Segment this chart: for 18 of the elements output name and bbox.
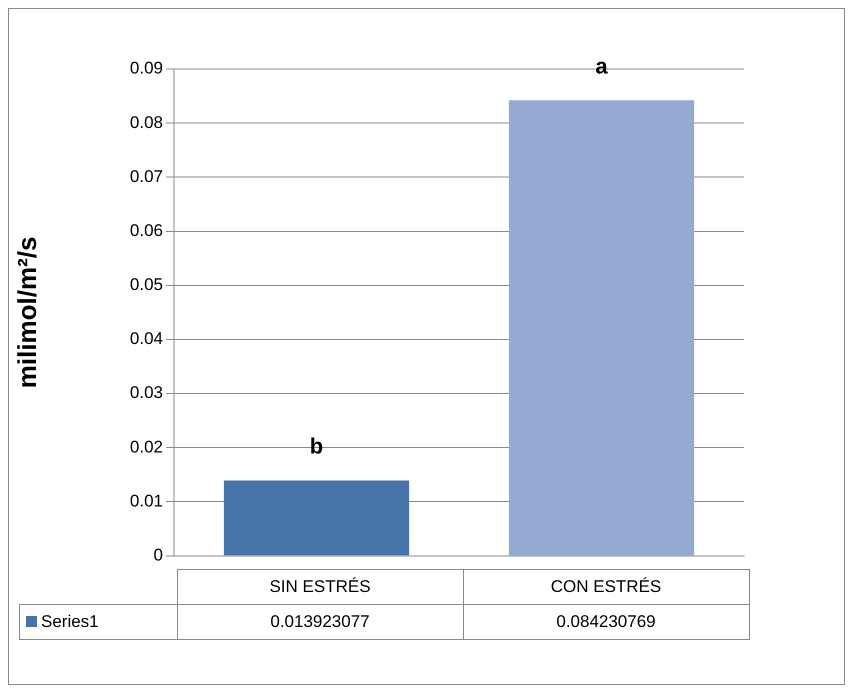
x-tick-label: SIN ESTRÉS bbox=[177, 570, 463, 604]
data-label: 0.013923077 bbox=[177, 604, 463, 640]
y-tick-label: 0.04 bbox=[130, 329, 163, 348]
y-tick-label: 0 bbox=[154, 545, 163, 564]
y-tick-label: 0.09 bbox=[130, 58, 163, 78]
y-axis-title: milimol/m²/s bbox=[12, 236, 42, 388]
y-tick-label: 0.01 bbox=[130, 491, 163, 510]
legend-label: Series1 bbox=[20, 604, 177, 640]
annotation: a bbox=[595, 53, 608, 78]
y-tick-label: 0.07 bbox=[130, 166, 163, 186]
annotation: b bbox=[310, 434, 324, 459]
y-tick-label: 0.05 bbox=[130, 275, 163, 294]
y-tick-label: 0.06 bbox=[130, 220, 163, 240]
x-tick-label: CON ESTRÉS bbox=[463, 570, 749, 604]
y-tick-label: 0.08 bbox=[130, 112, 163, 132]
data-label: 0.084230769 bbox=[463, 604, 749, 640]
y-tick-label: 0.02 bbox=[130, 437, 163, 456]
y-tick-label: 0.03 bbox=[130, 383, 163, 402]
